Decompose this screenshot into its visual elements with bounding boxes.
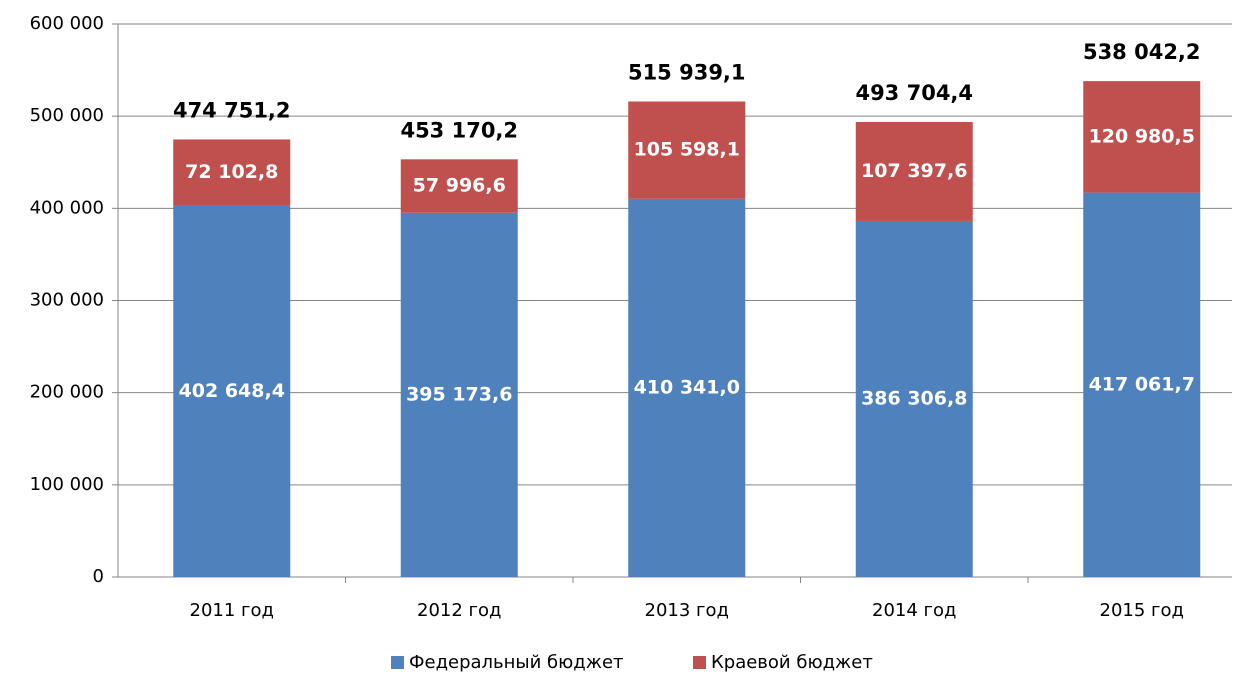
- bar-segment: [855, 121, 973, 221]
- x-tick-label: 2014 год: [872, 600, 956, 621]
- y-tick-label: 400 000: [30, 197, 104, 218]
- segment-label: 120 980,5: [1089, 125, 1195, 147]
- bar-segment: [400, 159, 518, 213]
- total-label: 538 042,2: [1083, 40, 1201, 64]
- y-tick-label: 100 000: [30, 474, 104, 495]
- y-tick-label: 300 000: [30, 290, 104, 311]
- segment-label: 57 996,6: [413, 175, 506, 197]
- x-tick-label: 2013 год: [645, 600, 729, 621]
- segment-label: 107 397,6: [861, 160, 967, 182]
- bar-segment: [173, 139, 291, 206]
- x-tick-label: 2015 год: [1100, 600, 1184, 621]
- total-label: 493 704,4: [855, 81, 973, 105]
- bar-segment: [173, 205, 291, 577]
- segment-label: 417 061,7: [1089, 373, 1195, 395]
- segment-label: 395 173,6: [406, 383, 512, 405]
- y-tick-label: 500 000: [30, 105, 104, 126]
- y-tick-label: 0: [93, 566, 104, 587]
- bar-segment: [855, 220, 973, 577]
- y-tick-label: 200 000: [30, 382, 104, 403]
- legend-label: Федеральный бюджет: [409, 652, 624, 673]
- bar-segment: [1083, 81, 1201, 193]
- bar-segment: [400, 212, 518, 577]
- segment-label: 72 102,8: [185, 161, 278, 183]
- y-tick-label: 600 000: [30, 13, 104, 34]
- bar-segment: [1083, 192, 1201, 577]
- segment-label: 386 306,8: [861, 387, 967, 409]
- bar-segment: [628, 198, 746, 578]
- segment-label: 105 598,1: [634, 139, 740, 161]
- legend-swatch: [693, 656, 706, 669]
- total-label: 453 170,2: [400, 118, 518, 142]
- total-label: 515 939,1: [628, 60, 746, 84]
- segment-label: 410 341,0: [634, 376, 740, 398]
- legend-label: Краевой бюджет: [711, 652, 873, 673]
- segment-label: 402 648,4: [179, 380, 285, 402]
- x-tick-label: 2011 год: [190, 600, 274, 621]
- x-tick-label: 2012 год: [417, 600, 501, 621]
- bar-segment: [628, 101, 746, 199]
- total-label: 474 751,2: [173, 98, 291, 122]
- legend-swatch: [391, 656, 404, 669]
